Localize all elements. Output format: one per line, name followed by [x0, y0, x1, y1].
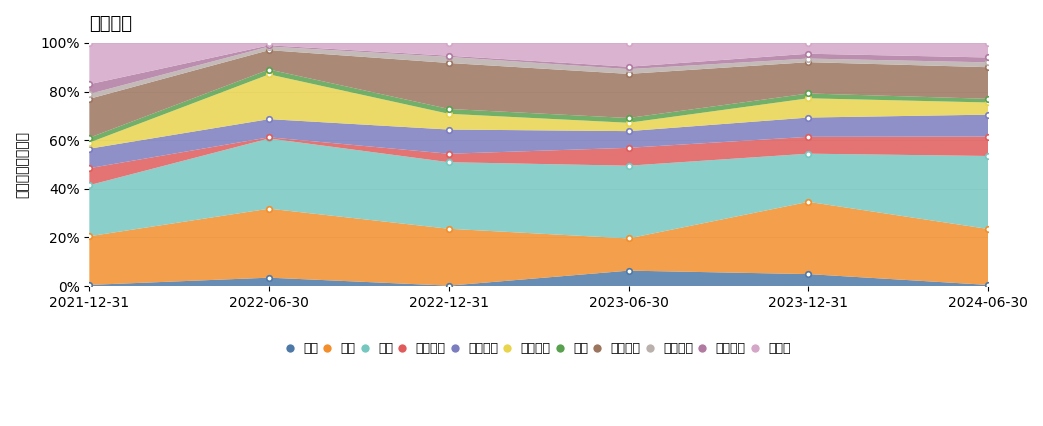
Text: 行业占比: 行业占比: [90, 15, 132, 33]
Y-axis label: 占股票投资市值比: 占股票投资市值比: [15, 131, 29, 198]
Legend: 能源, 材料, 工业, 可选消费, 日常消费, 医疗保健, 金融, 信息技术, 电信服务, 公用事业, 房地产: 能源, 材料, 工业, 可选消费, 日常消费, 医疗保健, 金融, 信息技术, …: [281, 336, 797, 362]
